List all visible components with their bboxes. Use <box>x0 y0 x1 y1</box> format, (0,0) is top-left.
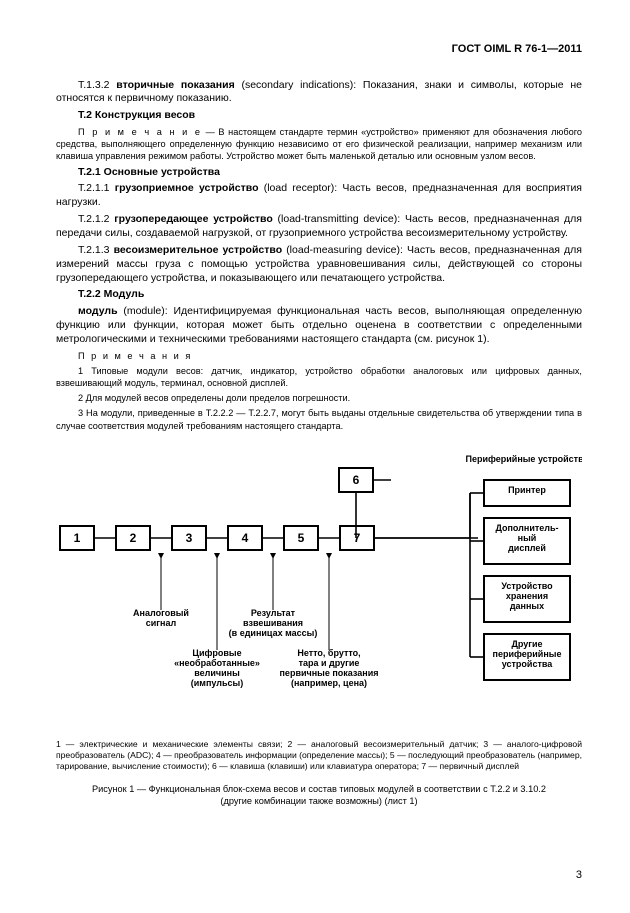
heading-t21: Т.2.1 Основные устройства <box>56 166 582 180</box>
para-t212: Т.2.1.2 грузопередающее устройство (load… <box>56 213 582 241</box>
note-c: 3 На модули, приведенные в Т.2.2.2 — Т.2… <box>56 407 582 431</box>
note-b: 2 Для модулей весов определены доли пред… <box>56 392 582 404</box>
svg-text:2: 2 <box>130 531 137 545</box>
svg-text:6: 6 <box>353 473 360 487</box>
figure-caption-b: (другие комбинации также возможны) (лист… <box>56 795 582 807</box>
svg-text:Принтер: Принтер <box>508 485 546 495</box>
svg-text:Нетто, брутто,тара и другиепер: Нетто, брутто,тара и другиепервичные пок… <box>280 648 379 688</box>
svg-text:1: 1 <box>74 531 81 545</box>
svg-text:5: 5 <box>298 531 305 545</box>
svg-text:Аналоговыйсигнал: Аналоговыйсигнал <box>133 608 189 628</box>
para-t132: Т.1.3.2 вторичные показания (secondary i… <box>56 79 582 107</box>
heading-t2: Т.2 Конструкция весов <box>56 109 582 123</box>
svg-text:Результатвзвешивания(в единица: Результатвзвешивания(в единицах массы) <box>229 608 318 638</box>
svg-text:Цифровые«необработанные»величи: Цифровые«необработанные»величины(импульс… <box>174 648 260 688</box>
svg-text:4: 4 <box>242 531 249 545</box>
heading-t22: Т.2.2 Модуль <box>56 288 582 302</box>
svg-text:Периферийные устройства: Периферийные устройства <box>465 454 582 464</box>
page-number: 3 <box>576 868 582 883</box>
figure-caption-a: Рисунок 1 — Функциональная блок-схема ве… <box>56 783 582 795</box>
para-t213: Т.2.1.3 весоизмерительное устройство (lo… <box>56 244 582 286</box>
para-t22: модуль (module): Идентифицируемая функци… <box>56 305 582 347</box>
svg-text:3: 3 <box>186 531 193 545</box>
svg-text:7: 7 <box>354 531 361 545</box>
document-id: ГОСТ OIML R 76-1—2011 <box>56 42 582 57</box>
svg-text:Дополнитель-ныйдисплей: Дополнитель-ныйдисплей <box>495 523 558 553</box>
note-t2: П р и м е ч а н и е — В настоящем станда… <box>56 126 582 162</box>
para-t211: Т.2.1.1 грузоприемное устройство (load r… <box>56 182 582 210</box>
note-a: 1 Типовые модули весов: датчик, индикато… <box>56 365 582 389</box>
svg-text:Устройствохраненияданных: Устройствохраненияданных <box>501 581 553 611</box>
notes-label: П р и м е ч а н и я <box>56 350 582 362</box>
figure-1: 1 2 3 4 5 7 6 Периферийные устройства Принтер Доп… <box>56 446 582 807</box>
svg-text:Другиепериферийныеустройства: Другиепериферийныеустройства <box>493 639 562 669</box>
figure-legend: 1 — электрические и механические элемент… <box>56 739 582 773</box>
